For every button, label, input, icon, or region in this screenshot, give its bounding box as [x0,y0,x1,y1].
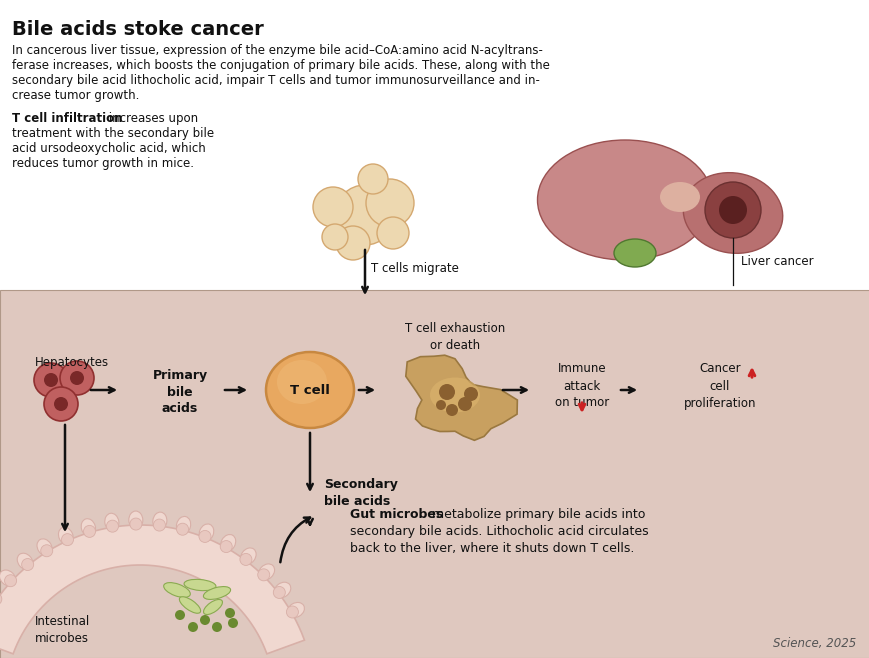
Circle shape [153,519,165,531]
Ellipse shape [537,140,712,260]
Circle shape [446,404,457,416]
Circle shape [718,196,746,224]
Ellipse shape [682,172,782,253]
Ellipse shape [163,582,190,597]
Circle shape [457,397,472,411]
Text: Liver cancer: Liver cancer [740,255,813,268]
Text: acid ursodeoxycholic acid, which: acid ursodeoxycholic acid, which [12,142,205,155]
Ellipse shape [203,586,230,599]
Bar [0,290,869,658]
Circle shape [60,361,94,395]
Circle shape [212,622,222,632]
Ellipse shape [184,579,216,591]
Circle shape [41,545,53,557]
Text: secondary bile acid lithocholic acid, impair T cells and tumor immunosurveillanc: secondary bile acid lithocholic acid, im… [12,74,540,87]
Text: back to the liver, where it shuts down T cells.: back to the liver, where it shuts down T… [349,542,634,555]
Circle shape [106,520,118,532]
Circle shape [439,384,454,400]
Text: Cancer
cell
proliferation: Cancer cell proliferation [683,363,755,409]
Text: T cell exhaustion
or death: T cell exhaustion or death [404,322,505,352]
Text: T cells migrate: T cells migrate [370,262,458,275]
Circle shape [44,373,58,387]
Circle shape [188,622,198,632]
Text: Immune
attack
on tumor: Immune attack on tumor [554,363,608,409]
Text: Hepatocytes: Hepatocytes [35,356,109,369]
Circle shape [435,400,446,410]
Ellipse shape [0,589,1,605]
Text: Secondary
bile acids: Secondary bile acids [323,478,397,508]
Ellipse shape [203,599,222,615]
Circle shape [273,586,285,599]
Ellipse shape [37,539,52,556]
Text: increases upon: increases upon [105,112,198,125]
Ellipse shape [0,570,16,586]
Circle shape [240,553,252,565]
Circle shape [376,217,408,249]
Ellipse shape [221,534,235,551]
Ellipse shape [81,519,96,536]
Ellipse shape [176,517,190,534]
Circle shape [366,179,414,227]
Ellipse shape [240,548,255,565]
Ellipse shape [614,239,655,267]
Text: Primary
bile
acids: Primary bile acids [152,368,208,415]
Ellipse shape [258,564,275,580]
Ellipse shape [129,511,143,529]
Circle shape [322,224,348,250]
Circle shape [175,610,185,620]
Circle shape [704,182,760,238]
Ellipse shape [429,378,480,413]
Ellipse shape [58,527,73,545]
Text: metabolize primary bile acids into: metabolize primary bile acids into [428,508,645,521]
Circle shape [200,615,209,625]
Circle shape [34,363,68,397]
Ellipse shape [274,582,290,598]
Circle shape [4,574,17,587]
Circle shape [22,559,34,570]
Ellipse shape [179,597,201,613]
Text: Bile acids stoke cancer: Bile acids stoke cancer [12,20,263,39]
Text: reduces tumor growth in mice.: reduces tumor growth in mice. [12,157,194,170]
Ellipse shape [153,512,167,530]
Circle shape [220,541,232,553]
Ellipse shape [17,553,33,570]
Circle shape [463,387,477,401]
Circle shape [225,608,235,618]
Circle shape [62,534,73,545]
Circle shape [199,530,211,542]
Text: Intestinal
microbes: Intestinal microbes [35,615,90,645]
Circle shape [70,371,84,385]
Circle shape [228,618,238,628]
Ellipse shape [287,603,304,618]
Circle shape [257,569,269,581]
Ellipse shape [104,513,119,531]
Circle shape [176,523,189,535]
Circle shape [44,387,78,421]
Circle shape [286,606,298,618]
Ellipse shape [199,524,214,542]
Circle shape [83,525,96,538]
Polygon shape [405,355,517,440]
Text: ferase increases, which boosts the conjugation of primary bile acids. These, alo: ferase increases, which boosts the conju… [12,59,549,72]
Text: T cell infiltration: T cell infiltration [12,112,123,125]
Ellipse shape [266,352,354,428]
Polygon shape [0,525,304,654]
Text: T cell: T cell [289,384,329,397]
Ellipse shape [660,182,700,212]
Circle shape [129,518,142,530]
Circle shape [313,187,353,227]
Text: secondary bile acids. Lithocholic acid circulates: secondary bile acids. Lithocholic acid c… [349,525,648,538]
Circle shape [335,185,395,245]
Text: Gut microbes: Gut microbes [349,508,442,521]
Ellipse shape [276,360,327,404]
Text: crease tumor growth.: crease tumor growth. [12,89,139,102]
Circle shape [335,226,369,260]
Text: Science, 2025: Science, 2025 [772,637,855,650]
Text: In cancerous liver tissue, expression of the enzyme bile acid–CoA:amino acid N-a: In cancerous liver tissue, expression of… [12,44,542,57]
Text: treatment with the secondary bile: treatment with the secondary bile [12,127,214,140]
Circle shape [0,593,2,605]
Circle shape [357,164,388,194]
Circle shape [54,397,68,411]
